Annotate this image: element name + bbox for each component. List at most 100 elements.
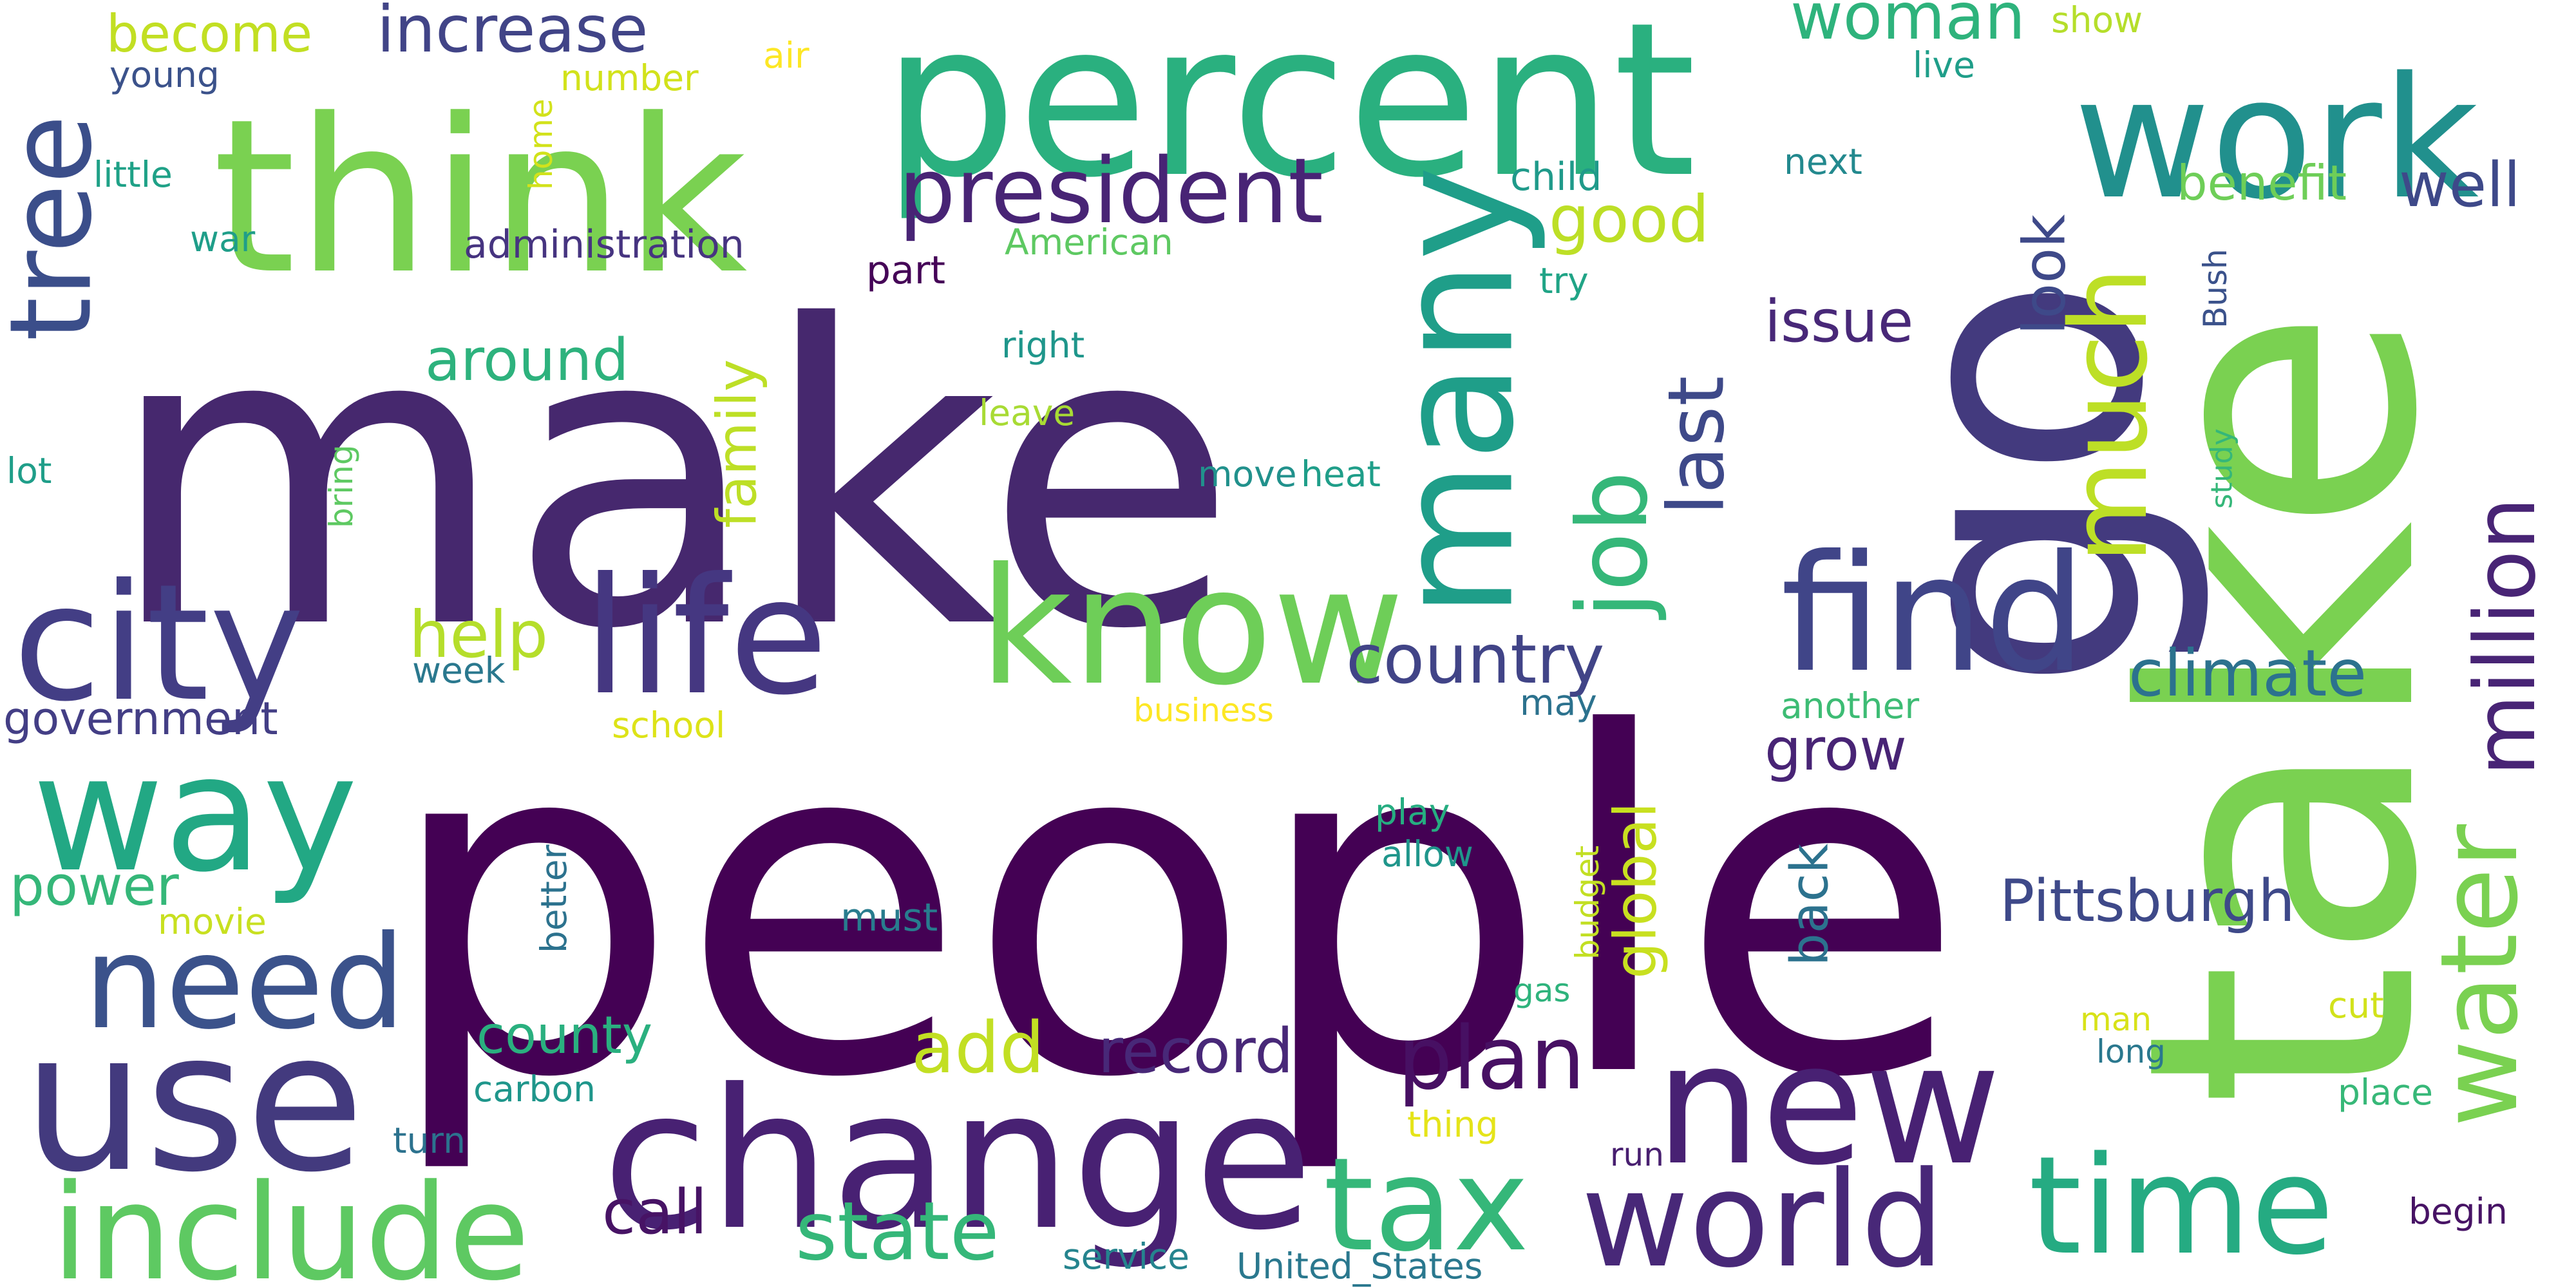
word-go: go — [1827, 275, 2217, 692]
word-many: many — [1362, 166, 1549, 618]
word-heat: heat — [1301, 453, 1381, 495]
word-around: around — [425, 327, 629, 394]
word-new: new — [1655, 1008, 2001, 1202]
word-water: water — [2418, 824, 2541, 1127]
word-well: well — [2399, 150, 2521, 221]
word-call: call — [602, 1177, 707, 1248]
word-president: president — [898, 139, 1323, 244]
word-business: business — [1133, 692, 1274, 729]
word-look: look — [2011, 214, 2079, 335]
word-job: job — [1557, 471, 1669, 620]
word-tree: tree — [0, 115, 117, 341]
word-allow: allow — [1381, 833, 1473, 875]
word-world: world — [1581, 1144, 1944, 1288]
word-try: try — [1539, 260, 1589, 301]
word-back: back — [1780, 843, 1840, 966]
word-power: power — [10, 855, 179, 918]
word-turn: turn — [393, 1120, 466, 1161]
word-government: government — [3, 692, 278, 745]
word-must: must — [840, 895, 938, 940]
word-administration: administration — [464, 222, 744, 267]
word-take: take — [2067, 307, 2499, 1108]
word-little: little — [93, 154, 173, 195]
word-number: number — [560, 57, 699, 99]
word-lot: lot — [6, 450, 52, 491]
word-record: record — [1098, 1016, 1293, 1087]
word-another: another — [1781, 685, 1919, 726]
word-think: think — [213, 73, 747, 321]
word-war: war — [190, 218, 256, 260]
word-way: way — [32, 720, 358, 907]
word-know: know — [979, 533, 1405, 721]
word-city: city — [13, 549, 305, 737]
word-air: air — [763, 35, 810, 76]
word-last: last — [1653, 376, 1742, 515]
word-school: school — [612, 705, 725, 746]
word-add: add — [911, 1007, 1045, 1089]
word-plan: plan — [1397, 1008, 1586, 1109]
word-good: good — [1549, 182, 1709, 257]
word-move: move — [1198, 453, 1297, 495]
word-make: make — [106, 239, 1238, 719]
word-live: live — [1913, 44, 1975, 86]
word-man: man — [2080, 1001, 2152, 1038]
word-country: country — [1346, 620, 1605, 699]
word-part: part — [866, 248, 945, 293]
word-young: young — [109, 54, 220, 95]
word-much: much — [2047, 267, 2171, 564]
word-woman: woman — [1790, 0, 2025, 54]
word-become: become — [106, 4, 312, 64]
word-issue: issue — [1765, 288, 1913, 355]
word-united-states: United_States — [1236, 1245, 1482, 1287]
word-find: find — [1781, 520, 2087, 708]
word-work: work — [2074, 42, 2479, 236]
word-help: help — [409, 597, 548, 672]
word-next: next — [1784, 141, 1862, 182]
word-family: family — [706, 359, 770, 528]
word-budget: budget — [1569, 846, 1606, 960]
word-leave: leave — [979, 392, 1075, 433]
word-begin: begin — [2409, 1191, 2508, 1232]
word-bush: Bush — [2197, 249, 2234, 328]
word-may: may — [1520, 682, 1597, 723]
word-place: place — [2338, 1072, 2433, 1113]
word-right: right — [1001, 325, 1084, 366]
word-american: American — [1005, 222, 1173, 263]
word-increase: increase — [377, 0, 648, 67]
word-cut: cut — [2328, 985, 2384, 1026]
word-service: service — [1063, 1236, 1189, 1277]
word-percent: percent — [882, 0, 1696, 224]
word-pittsburgh: Pittsburgh — [2000, 867, 2295, 935]
word-people: people — [383, 636, 1966, 1179]
word-county: county — [477, 1005, 652, 1065]
word-use: use — [23, 990, 365, 1215]
word-tax: tax — [1323, 1130, 1529, 1280]
word-need: need — [84, 908, 406, 1058]
word-life: life — [583, 543, 828, 730]
word-gas: gas — [1513, 972, 1570, 1009]
word-time: time — [2029, 1127, 2334, 1285]
word-change: change — [602, 1048, 1313, 1273]
word-carbon: carbon — [473, 1068, 596, 1110]
word-run: run — [1610, 1136, 1664, 1173]
word-bring: bring — [323, 444, 360, 528]
word-grow: grow — [1765, 716, 1907, 784]
word-climate: climate — [2128, 636, 2367, 711]
word-include: include — [52, 1157, 530, 1288]
word-study: study — [2205, 428, 2239, 509]
word-thing: thing — [1407, 1104, 1498, 1145]
word-global: global — [1602, 802, 1670, 979]
word-week: week — [412, 650, 506, 691]
word-play: play — [1375, 791, 1450, 833]
word-long: long — [2096, 1033, 2166, 1070]
word-home: home — [522, 99, 560, 190]
word-child: child — [1510, 155, 1602, 200]
word-million: million — [2456, 497, 2554, 776]
word-movie: movie — [158, 901, 267, 942]
word-better: better — [533, 844, 574, 953]
word-show: show — [2051, 0, 2143, 41]
